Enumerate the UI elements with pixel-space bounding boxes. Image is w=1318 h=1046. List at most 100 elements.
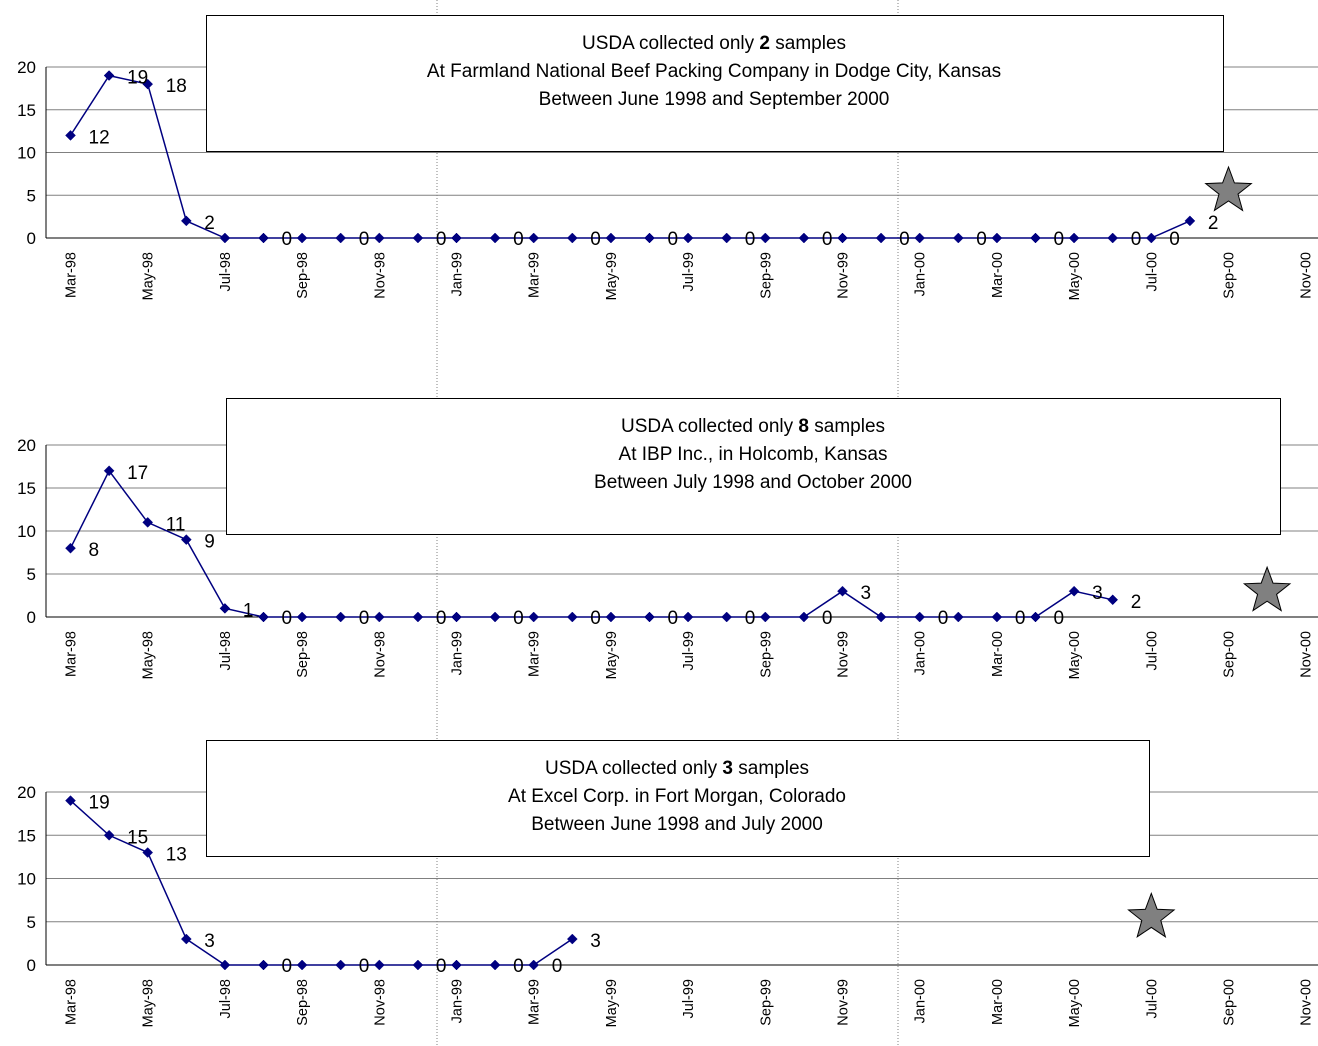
data-point-marker bbox=[644, 611, 655, 623]
y-tick-label: 10 bbox=[17, 870, 36, 889]
data-label: 2 bbox=[1208, 213, 1219, 234]
data-label: 3 bbox=[1092, 583, 1103, 604]
data-point-marker bbox=[451, 232, 462, 244]
data-label: 0 bbox=[282, 608, 293, 629]
series-line bbox=[69, 74, 1191, 239]
x-tick-label: Sep-98 bbox=[295, 252, 311, 299]
data-label: 0 bbox=[436, 229, 447, 250]
data-point-marker bbox=[644, 232, 655, 244]
data-point-marker bbox=[65, 542, 76, 554]
star-icon bbox=[1127, 891, 1176, 938]
data-label: 0 bbox=[668, 229, 679, 250]
data-point-marker bbox=[103, 829, 115, 841]
x-tick-label: Nov-98 bbox=[372, 252, 388, 299]
data-point-marker bbox=[566, 933, 578, 945]
data-label: 0 bbox=[668, 608, 679, 629]
y-tick-label: 10 bbox=[17, 522, 36, 541]
data-point-marker bbox=[451, 959, 462, 971]
annotation-line-2: At Excel Corp. in Fort Morgan, Colorado bbox=[508, 786, 846, 807]
data-point-marker bbox=[103, 465, 115, 477]
sample-count: 8 bbox=[798, 416, 809, 437]
data-label: 2 bbox=[1131, 592, 1142, 613]
y-tick-label: 0 bbox=[27, 956, 36, 975]
x-tick-label: Mar-99 bbox=[527, 979, 543, 1025]
data-label: 0 bbox=[899, 229, 910, 250]
data-point-marker bbox=[914, 232, 926, 244]
data-label: 3 bbox=[204, 931, 215, 952]
data-point-marker bbox=[65, 130, 76, 141]
y-tick-label: 20 bbox=[17, 58, 36, 77]
data-label: 0 bbox=[513, 956, 524, 977]
data-label: 19 bbox=[127, 68, 148, 89]
data-point-marker bbox=[605, 232, 617, 244]
x-tick-label: Nov-00 bbox=[1299, 252, 1315, 299]
x-tick-label: Mar-98 bbox=[64, 979, 80, 1025]
x-tick-label: May-99 bbox=[604, 252, 620, 300]
x-tick-label: Mar-98 bbox=[64, 631, 80, 677]
data-point-marker bbox=[721, 611, 733, 623]
annotation-text: USDA collected only bbox=[582, 33, 759, 54]
data-point-marker bbox=[875, 611, 887, 623]
data-label: 0 bbox=[1131, 229, 1142, 250]
data-point-marker bbox=[142, 78, 154, 90]
data-label: 0 bbox=[282, 229, 293, 250]
x-tick-label: Nov-98 bbox=[372, 979, 388, 1026]
data-point-marker bbox=[952, 611, 964, 623]
annotation-line-2: At IBP Inc., in Holcomb, Kansas bbox=[619, 444, 888, 465]
data-point-marker bbox=[528, 959, 540, 971]
data-point-marker bbox=[566, 611, 578, 623]
y-tick-label: 10 bbox=[17, 144, 36, 163]
data-label: 0 bbox=[590, 608, 601, 629]
y-tick-label: 20 bbox=[17, 783, 36, 802]
data-label: 9 bbox=[204, 532, 215, 553]
annotation-box bbox=[226, 398, 1281, 535]
data-point-marker bbox=[412, 232, 424, 244]
x-tick-label: Jul-00 bbox=[1144, 252, 1160, 292]
x-tick-label: Mar-00 bbox=[990, 979, 1006, 1025]
x-tick-label: Jul-98 bbox=[218, 252, 234, 292]
x-tick-label: Jul-99 bbox=[681, 979, 697, 1019]
y-tick-label: 5 bbox=[27, 186, 36, 205]
x-tick-label: Mar-00 bbox=[990, 252, 1006, 298]
x-tick-label: Nov-99 bbox=[836, 979, 852, 1026]
data-point-marker bbox=[798, 232, 810, 244]
annotation-box bbox=[206, 15, 1224, 152]
y-tick-label: 15 bbox=[17, 101, 36, 120]
annotation-line-1: USDA collected only 8 samples bbox=[621, 416, 885, 437]
x-tick-label: Mar-00 bbox=[990, 631, 1006, 677]
annotation-line-3: Between July 1998 and October 2000 bbox=[594, 472, 912, 493]
y-tick-label: 20 bbox=[17, 436, 36, 455]
x-tick-label: Jan-99 bbox=[450, 631, 466, 675]
star-icon bbox=[1242, 565, 1292, 612]
data-point-marker bbox=[258, 232, 269, 244]
x-tick-label: May-99 bbox=[604, 979, 620, 1027]
x-tick-label: May-99 bbox=[604, 631, 620, 679]
data-label: 0 bbox=[822, 608, 833, 629]
data-label: 17 bbox=[127, 463, 148, 484]
data-point-marker bbox=[180, 534, 192, 545]
data-point-marker bbox=[296, 232, 308, 244]
data-point-marker bbox=[759, 232, 771, 244]
data-point-marker bbox=[528, 611, 540, 623]
annotation-text: samples bbox=[770, 33, 846, 54]
x-tick-label: Jul-00 bbox=[1144, 631, 1160, 671]
x-tick-label: May-98 bbox=[141, 631, 157, 679]
data-point-marker bbox=[180, 933, 192, 945]
y-tick-label: 0 bbox=[27, 608, 36, 627]
x-tick-label: Jul-99 bbox=[681, 631, 697, 671]
annotation-text: USDA collected only bbox=[621, 416, 798, 437]
y-tick-label: 5 bbox=[27, 913, 36, 932]
data-point-marker bbox=[219, 603, 231, 614]
data-point-marker bbox=[682, 232, 694, 244]
y-tick-label: 5 bbox=[27, 565, 36, 584]
data-label: 0 bbox=[513, 229, 524, 250]
data-label: 0 bbox=[359, 608, 370, 629]
data-label: 0 bbox=[745, 608, 756, 629]
data-point-marker bbox=[1068, 232, 1080, 244]
y-tick-label: 15 bbox=[17, 479, 36, 498]
data-point-marker bbox=[296, 611, 308, 623]
x-tick-label: May-00 bbox=[1067, 631, 1083, 679]
data-label: 1 bbox=[243, 600, 254, 621]
